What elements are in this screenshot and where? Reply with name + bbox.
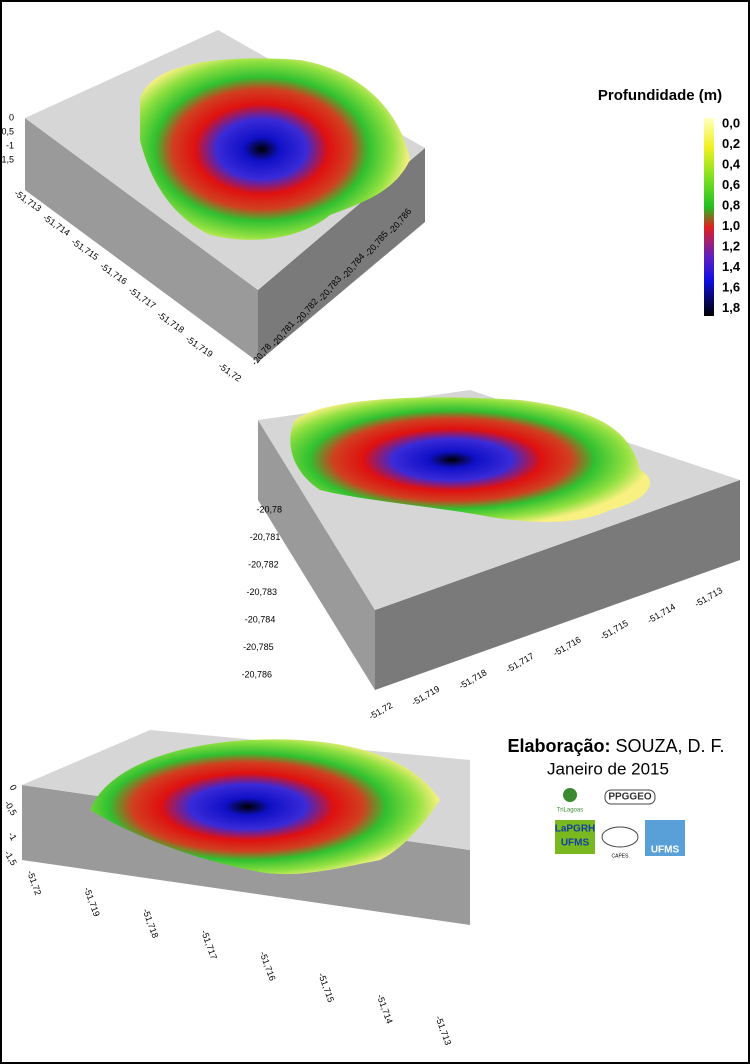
logo-lapgrh-ufms: UFMS [561,838,590,849]
credit-label: Elaboração: [507,736,610,756]
axis-label: -20,783 [246,587,277,597]
legend-label: 0,0 [722,115,740,130]
legend-label: 1,8 [722,300,740,315]
axis-label: -1,5 [0,154,14,164]
legend-label: 0,2 [722,136,740,151]
legend-title: Profundidade (m) [598,87,722,104]
logo-ppggeo: PPGGEO [608,792,652,803]
logo-lapgrh: LaPGRH [555,824,596,835]
legend-label: 0,4 [722,156,741,171]
legend-label: 0,8 [722,197,740,212]
legend-label: 1,2 [722,238,740,253]
logo-ufms: UFMS [651,845,680,856]
axis-label: -20,786 [241,669,272,679]
axis-label: -20,78 [256,504,282,514]
legend-label: 1,4 [722,259,741,274]
axis-label: -1 [6,140,14,150]
axis-label: -20,781 [250,532,281,542]
logo-capes: CAPES [612,853,630,859]
credit-line: Elaboração: SOUZA, D. F. [507,736,724,756]
legend-label: 1,6 [722,279,740,294]
legend-label: 0,6 [722,177,740,192]
figure: Profundidade (m) 0,0 0,2 0,4 0,6 0,8 1,0 1,2 1,… [0,0,750,1064]
axis-label: -0,5 [0,126,14,136]
credit-author: SOUZA, D. F. [616,736,725,756]
axis-label: -20,782 [248,559,279,569]
logo-trilagoas: TriLagoas [557,808,583,814]
axis-label: -20,785 [243,642,274,652]
legend-bar [704,118,714,316]
credit-date: Janeiro de 2015 [547,759,669,778]
axis-label: 0 [9,112,14,122]
axis-label: -20,784 [245,614,276,624]
legend-label: 1,0 [722,218,740,233]
